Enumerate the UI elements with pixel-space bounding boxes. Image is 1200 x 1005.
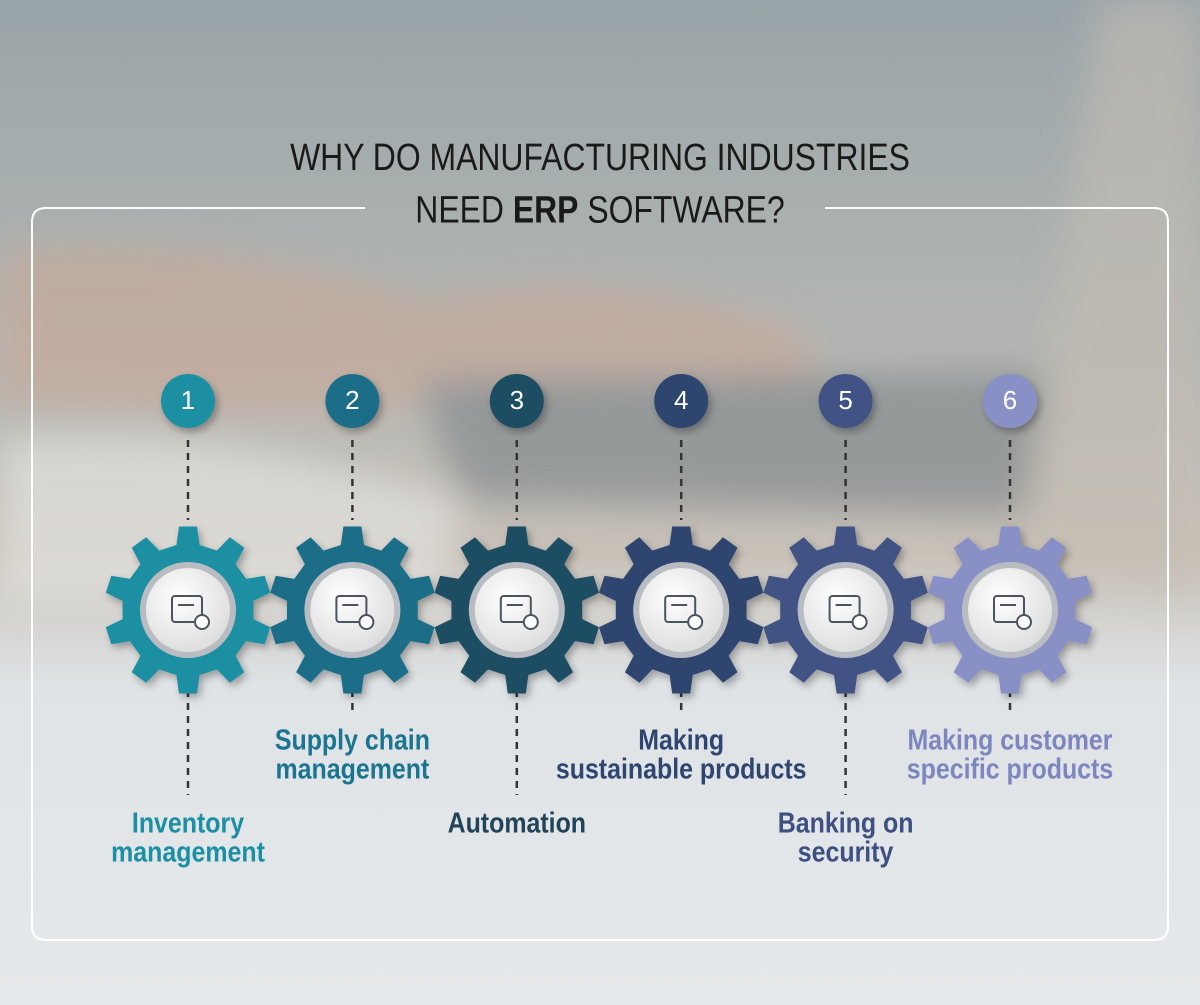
icon xyxy=(499,595,532,623)
step-label: management xyxy=(276,753,430,785)
title-part: SOFTWARE? xyxy=(578,189,784,231)
label-line-group: Banking on xyxy=(778,807,914,839)
title: NEED ERP SOFTWARE? xyxy=(415,189,784,231)
icon xyxy=(335,595,368,623)
step-label: management xyxy=(111,836,265,868)
icon xyxy=(687,614,704,630)
step-number: 3 xyxy=(510,385,524,415)
step: 3 Automation xyxy=(434,374,599,839)
step-label: sustainable products xyxy=(556,753,807,785)
step-number: 1 xyxy=(181,385,195,415)
label-line-group: Supply chain xyxy=(275,724,430,756)
icon xyxy=(171,595,203,623)
label-line-group: Making customer xyxy=(908,724,1113,756)
number-badge xyxy=(654,374,709,428)
icon xyxy=(1016,614,1032,630)
step-number: 6 xyxy=(1003,385,1017,415)
step-number: 5 xyxy=(838,385,852,415)
number-badge xyxy=(818,374,873,428)
step-label: security xyxy=(798,836,894,868)
icon xyxy=(358,614,375,630)
title-emphasis: ERP xyxy=(513,189,579,231)
step-label: specific products xyxy=(907,753,1113,785)
icon xyxy=(828,595,861,623)
step-number: 4 xyxy=(674,385,688,415)
icon xyxy=(194,614,210,630)
number-badge xyxy=(489,374,544,428)
step-number: 2 xyxy=(345,385,359,415)
step-label: Banking on xyxy=(778,807,914,839)
gear-center xyxy=(310,568,395,652)
gear-center xyxy=(146,568,230,652)
gear-center xyxy=(639,568,724,652)
title-part: NEED xyxy=(415,189,513,231)
title-line: WHY DO MANUFACTURING INDUSTRIES xyxy=(290,136,910,178)
icon xyxy=(664,595,697,623)
step-label: Making customer xyxy=(908,724,1113,756)
label-line-group: management xyxy=(111,836,265,868)
icon xyxy=(851,614,868,630)
gear-center xyxy=(474,568,559,652)
number-badge xyxy=(983,374,1037,428)
icon xyxy=(993,595,1025,623)
title-line: NEED ERP SOFTWARE? xyxy=(415,189,784,231)
step-label: Automation xyxy=(448,807,586,839)
gear-center xyxy=(803,568,888,652)
number-badge xyxy=(161,374,215,428)
label-line-group: Making xyxy=(638,724,724,756)
gear-center xyxy=(968,568,1052,652)
icon xyxy=(522,614,539,630)
number-badge xyxy=(325,374,380,428)
step-label: Inventory xyxy=(132,807,244,839)
label-line-group: Automation xyxy=(448,807,586,839)
step-label: Making xyxy=(638,724,724,756)
label-line-group: specific products xyxy=(907,753,1113,785)
label-line-group: sustainable products xyxy=(556,753,807,785)
label-line-group: security xyxy=(798,836,894,868)
step-label: Supply chain xyxy=(275,724,430,756)
title: WHY DO MANUFACTURING INDUSTRIES xyxy=(290,136,910,178)
label-line-group: Inventory xyxy=(132,807,244,839)
label-line-group: management xyxy=(276,753,430,785)
frame xyxy=(31,207,1169,941)
